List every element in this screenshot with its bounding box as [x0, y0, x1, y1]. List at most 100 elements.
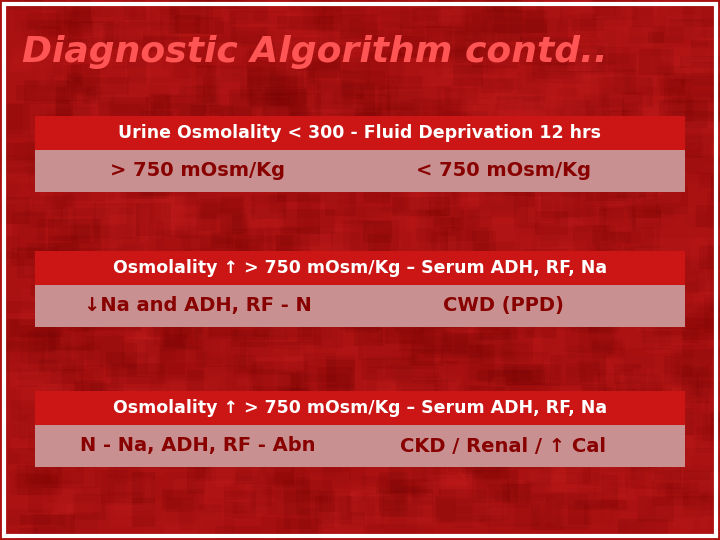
- Bar: [327, 360, 355, 388]
- Bar: [320, 105, 364, 131]
- Bar: [531, 417, 552, 446]
- Bar: [48, 441, 77, 471]
- Bar: [395, 316, 446, 333]
- Bar: [83, 0, 132, 2]
- Bar: [56, 10, 94, 49]
- Bar: [714, 296, 720, 323]
- Bar: [693, 292, 720, 307]
- Bar: [429, 201, 451, 216]
- Bar: [83, 43, 130, 62]
- Bar: [502, 508, 546, 532]
- Bar: [396, 0, 423, 5]
- Bar: [369, 150, 404, 164]
- Bar: [207, 73, 263, 110]
- Bar: [568, 436, 590, 454]
- Bar: [193, 267, 227, 303]
- Bar: [433, 189, 460, 225]
- Bar: [312, 48, 348, 72]
- Bar: [150, 272, 188, 306]
- Bar: [444, 428, 474, 459]
- Bar: [393, 422, 423, 434]
- Bar: [35, 251, 685, 285]
- Bar: [281, 335, 323, 350]
- Bar: [476, 90, 497, 120]
- Bar: [518, 470, 549, 498]
- Bar: [46, 465, 71, 501]
- Bar: [214, 231, 233, 271]
- Bar: [564, 438, 605, 449]
- Bar: [681, 374, 699, 395]
- Bar: [379, 239, 400, 272]
- Bar: [644, 331, 671, 349]
- Bar: [22, 399, 42, 415]
- Bar: [364, 368, 397, 402]
- Bar: [480, 100, 523, 112]
- Bar: [678, 396, 701, 435]
- Bar: [104, 366, 127, 385]
- Bar: [703, 365, 720, 397]
- Bar: [210, 455, 261, 473]
- Bar: [269, 290, 309, 312]
- Bar: [423, 433, 471, 445]
- Bar: [261, 349, 313, 361]
- Bar: [322, 487, 379, 526]
- Bar: [477, 460, 511, 482]
- Bar: [604, 18, 641, 48]
- Bar: [1, 423, 44, 454]
- Bar: [172, 37, 209, 65]
- Bar: [541, 420, 600, 454]
- Bar: [202, 409, 240, 436]
- Bar: [238, 417, 262, 436]
- Bar: [143, 36, 179, 52]
- Bar: [497, 259, 541, 291]
- Bar: [577, 52, 636, 72]
- Bar: [429, 467, 485, 490]
- Bar: [438, 375, 461, 400]
- Bar: [473, 389, 494, 413]
- Bar: [329, 0, 377, 3]
- Bar: [369, 52, 404, 91]
- Bar: [509, 280, 539, 296]
- Bar: [708, 339, 720, 377]
- Bar: [673, 517, 693, 531]
- Bar: [47, 79, 87, 98]
- Bar: [451, 52, 487, 77]
- Bar: [141, 266, 161, 282]
- Bar: [698, 383, 720, 397]
- Bar: [163, 122, 201, 145]
- Bar: [129, 101, 172, 135]
- Bar: [26, 139, 76, 166]
- Bar: [214, 107, 253, 145]
- Bar: [232, 214, 248, 234]
- Bar: [413, 361, 458, 382]
- Bar: [17, 380, 45, 393]
- Bar: [461, 453, 483, 474]
- Bar: [446, 217, 491, 240]
- Bar: [503, 487, 526, 497]
- Bar: [375, 274, 422, 288]
- Bar: [212, 42, 232, 60]
- Bar: [159, 34, 203, 68]
- Bar: [19, 309, 37, 325]
- Bar: [419, 423, 470, 441]
- Bar: [108, 435, 155, 462]
- Bar: [14, 142, 71, 163]
- Bar: [453, 65, 482, 86]
- Bar: [225, 410, 240, 448]
- Bar: [715, 53, 720, 88]
- Bar: [171, 204, 197, 239]
- Bar: [693, 8, 720, 42]
- Bar: [566, 460, 591, 484]
- Bar: [437, 301, 462, 328]
- Bar: [684, 213, 707, 227]
- Bar: [311, 512, 336, 529]
- Bar: [251, 362, 275, 383]
- Bar: [194, 160, 246, 183]
- Bar: [354, 418, 390, 428]
- Bar: [381, 75, 415, 104]
- Bar: [107, 492, 143, 503]
- Bar: [183, 216, 210, 248]
- Bar: [164, 219, 181, 249]
- Bar: [606, 251, 631, 261]
- Bar: [636, 129, 678, 165]
